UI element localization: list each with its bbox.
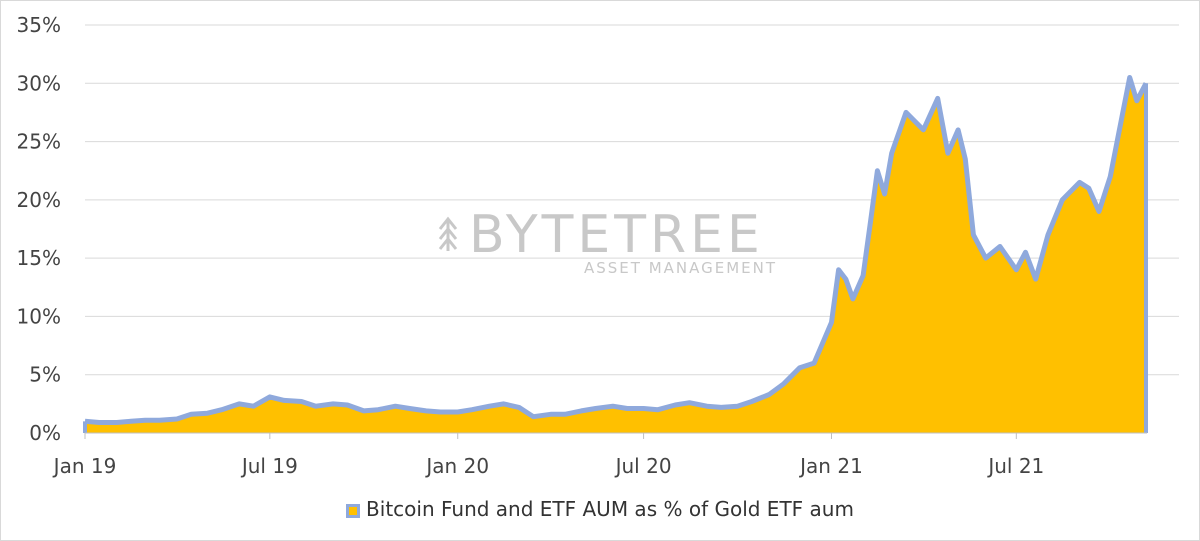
legend-label: Bitcoin Fund and ETF AUM as % of Gold ET… <box>366 497 854 521</box>
grid-layer <box>85 24 1179 376</box>
series-layer <box>83 75 1149 433</box>
axis-layer: 0% 5% 10% 15% 20% 25% 30% 35% Jan 19 Jul 19 Jan 20… <box>17 13 1147 478</box>
x-tick-label: Jul 21 <box>986 454 1044 478</box>
y-tick-label: 0% <box>29 421 61 445</box>
x-tick-label: Jan 21 <box>798 454 863 478</box>
y-tick-label: 25% <box>17 130 61 154</box>
legend-swatch <box>346 504 361 518</box>
y-tick-label: 30% <box>17 71 61 95</box>
x-tick-label: Jul 20 <box>614 454 672 478</box>
y-tick-label: 10% <box>17 304 61 328</box>
legend: Bitcoin Fund and ETF AUM as % of Gold ET… <box>1 497 1199 521</box>
series-area <box>85 77 1146 433</box>
tree-icon <box>438 216 458 251</box>
x-tick-label: Jan 20 <box>424 454 489 478</box>
y-tick-label: 5% <box>29 363 61 387</box>
x-tick-label: Jan 19 <box>52 454 117 478</box>
watermark-brand: BYTETREE <box>469 205 764 265</box>
y-tick-label: 15% <box>17 246 61 270</box>
watermark-logo: BYTETREE ASSET MANAGEMENT <box>438 205 777 277</box>
y-tick-label: 20% <box>17 188 61 212</box>
y-tick-label: 35% <box>17 13 61 37</box>
series-line <box>84 75 1149 425</box>
watermark-tagline: ASSET MANAGEMENT <box>584 259 777 277</box>
x-tick-label: Jul 19 <box>240 454 298 478</box>
